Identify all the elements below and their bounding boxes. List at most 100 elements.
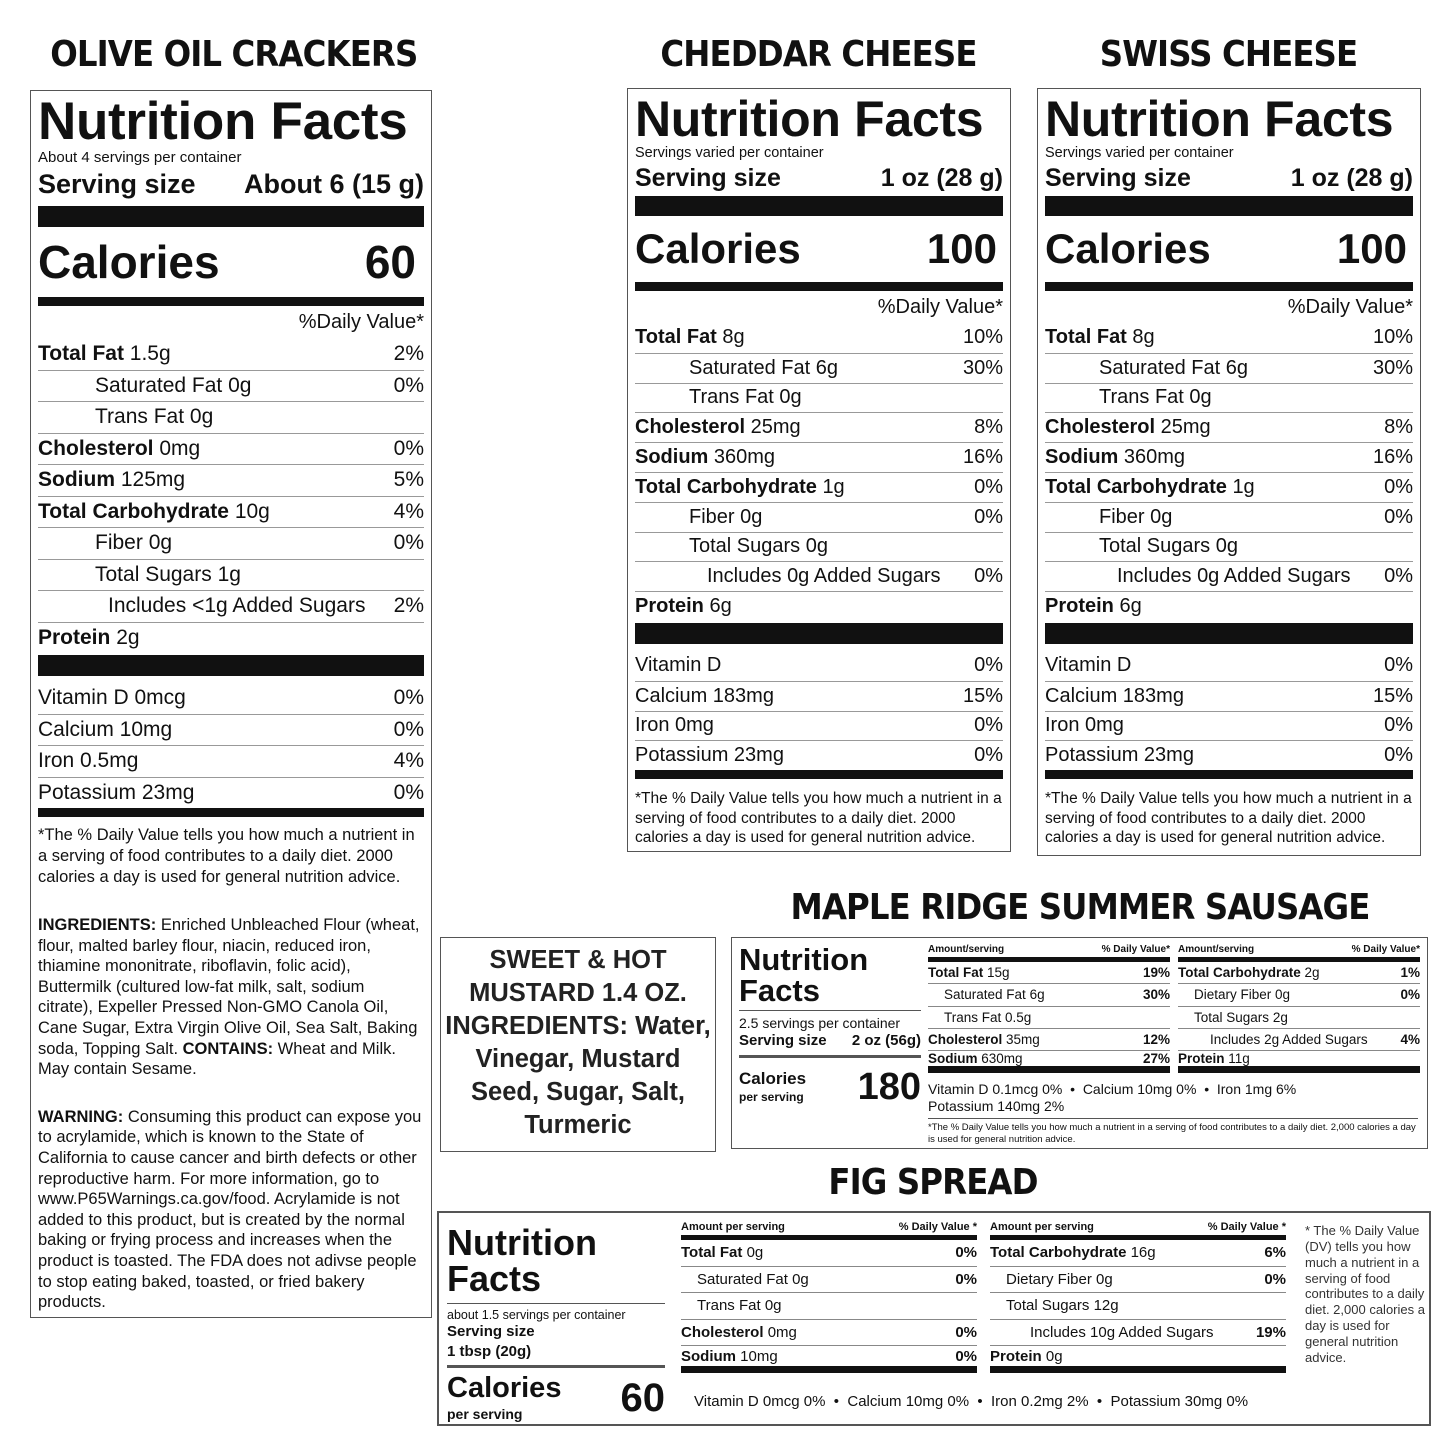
nutrient-row: Protein 6g xyxy=(1045,591,1413,621)
nutrient-name: Total Carbohydrate xyxy=(38,499,229,523)
nutrient-daily-value: 19% xyxy=(1255,1324,1286,1342)
nutrient-text: Sodium 630mg xyxy=(928,1051,1023,1066)
nutrient-text: Total Fat 8g xyxy=(635,326,745,349)
thick-divider xyxy=(38,655,424,676)
nutrient-row: Fiber 0g 0% xyxy=(1045,501,1413,532)
nutrient-amount: 2g xyxy=(1272,1009,1288,1025)
nutrient-amount: 0g xyxy=(189,405,214,429)
nutrient-name: Includes xyxy=(108,594,187,618)
nutrient-text: Total Sugars 12g xyxy=(990,1297,1119,1314)
vitamin-name: Vitamin D xyxy=(1045,654,1132,677)
nutrient-daily-value: 0% xyxy=(955,1324,977,1342)
vitamin-row: Iron 0mg 0% xyxy=(1045,710,1413,741)
nutrient-name: Cholesterol xyxy=(1045,416,1156,439)
serving-size-label: Serving size xyxy=(38,169,196,199)
calories-per-serving: per serving xyxy=(447,1406,523,1423)
nutrient-row: Sodium 360mg 16% xyxy=(635,442,1003,472)
nutrient-name: Total Carbohydrate xyxy=(1178,965,1301,981)
crackers-nutrition-label: Nutrition Facts About 4 servings per cont… xyxy=(30,90,432,1318)
amount-header: Amount/serving xyxy=(1178,944,1255,955)
vitamin-row: Potassium 23mg 0% xyxy=(635,740,1003,770)
serving-size-value: 1 tbsp (20g) xyxy=(447,1342,532,1360)
nutrient-text: Trans Fat 0g xyxy=(635,386,802,409)
nutrient-row: Saturated Fat 6g 30% xyxy=(1045,352,1413,383)
nutrient-column: Amount per serving % Daily Value * Total F… xyxy=(681,1221,977,1373)
column-header: Amount per serving % Daily Value * xyxy=(990,1221,1286,1240)
nutrient-text: Fiber 0g xyxy=(1045,506,1172,529)
serving-size-row: Serving size 2 oz (56g) xyxy=(739,1031,921,1058)
nutrient-text: Cholesterol 0mg xyxy=(38,437,200,461)
nutrient-amount: 35mg xyxy=(1006,1032,1040,1048)
nutrition-heading: Nutrition xyxy=(447,1222,597,1263)
nutrient-daily-value: 4% xyxy=(393,499,424,523)
nutrient-text: Saturated Fat 6g xyxy=(1045,357,1248,380)
cheddar-title: CHEDDAR CHEESE xyxy=(660,34,977,75)
nutrient-name: Total Fat xyxy=(1045,326,1127,349)
calories-label-group: Calories per serving xyxy=(447,1374,561,1423)
vitamin-name: Iron 0mg xyxy=(635,714,714,737)
nutrient-text: Cholesterol 25mg xyxy=(635,416,801,439)
nutrient-row: Includes 10g Added Sugars 19% xyxy=(990,1320,1286,1347)
nutrient-amount: 11g xyxy=(1228,1051,1250,1067)
nutrient-amount: 0g xyxy=(1189,386,1212,409)
vitamin-name: Iron 0mg xyxy=(1045,714,1124,737)
daily-value-footnote: *The % Daily Value tells you how much a … xyxy=(1045,790,1412,847)
column-header: Amount/serving % Daily Value* xyxy=(1178,944,1420,962)
nutrient-text: Sodium 360mg xyxy=(1045,446,1185,469)
nutrient-row: Protein 2g xyxy=(38,621,424,654)
nutrient-text: Total Sugars 1g xyxy=(38,563,241,587)
ingredients-segment: CONTAINS: xyxy=(182,1039,274,1058)
nutrient-amount: 360mg xyxy=(1123,446,1186,469)
nutrient-daily-value: 30% xyxy=(1372,356,1413,379)
nutrient-amount: 0g Added Sugars xyxy=(1197,565,1351,588)
serving-size-row: Serving size 1 oz (28 g) xyxy=(635,161,1003,195)
vitamin-row: Calcium 183mg 15% xyxy=(635,680,1003,711)
nutrient-row: Protein 0g xyxy=(990,1346,1286,1373)
vitamin-row: Calcium 183mg 15% xyxy=(1045,680,1413,711)
swiss-nutrition-label: Nutrition Facts Servings varied per conta… xyxy=(1037,88,1421,856)
nutrient-text: Trans Fat 0.5g xyxy=(928,1010,1031,1025)
nutrient-name: Sodium xyxy=(635,446,709,469)
nutrient-amount: 8g xyxy=(1132,326,1155,349)
nutrient-text: Total Sugars 0g xyxy=(635,535,828,558)
nutrient-text: Includes 0g Added Sugars xyxy=(635,565,941,588)
nutrient-name: Saturated Fat xyxy=(944,987,1026,1003)
daily-value-footnote: *The % Daily Value tells you how much a … xyxy=(635,790,1002,847)
nutrient-row: Cholesterol 25mg 8% xyxy=(1045,412,1413,442)
nutrient-name: Trans Fat xyxy=(95,405,185,429)
nutrient-name: Total Sugars xyxy=(1194,1009,1270,1025)
vitamin-daily-value: 15% xyxy=(962,684,1003,707)
vitamin-list: Vitamin D 0% Calcium 183mg 15% Iron 0mg 0% Pot… xyxy=(1045,651,1413,770)
vitamin-row: Iron 0mg 0% xyxy=(635,710,1003,741)
nutrient-amount: 0g xyxy=(148,531,173,555)
nutrient-text: Saturated Fat 0g xyxy=(38,374,251,398)
nutrient-daily-value: 8% xyxy=(1384,416,1413,439)
fig-nutrition-label: Nutrition Facts about 1.5 servings per con… xyxy=(437,1211,1431,1426)
nutrient-amount: 2g Added Sugars xyxy=(1264,1032,1368,1048)
nutrient-name: Sodium xyxy=(928,1051,978,1067)
vitamin-daily-value: 0% xyxy=(1384,744,1413,767)
nutrient-text: Sodium 125mg xyxy=(38,468,185,492)
vitamin-daily-value: 0% xyxy=(974,744,1003,767)
nutrient-daily-value: 0% xyxy=(955,1347,977,1365)
nutrient-row: Includes 0g Added Sugars 0% xyxy=(635,561,1003,591)
nutrient-name: Saturated Fat xyxy=(95,373,223,397)
nutrient-name: Total Fat xyxy=(681,1244,743,1262)
nutrient-daily-value: 0% xyxy=(1384,475,1413,498)
nutrient-daily-value: 12% xyxy=(1142,1032,1170,1048)
label-left-column: Nutrition Facts 2.5 servings per container… xyxy=(739,938,921,1148)
nutrient-daily-value: 0% xyxy=(1400,987,1420,1003)
thick-divider xyxy=(1045,196,1413,216)
medium-divider xyxy=(635,282,1003,291)
nutrient-name: Includes xyxy=(1030,1324,1086,1342)
daily-value-header: % Daily Value * xyxy=(898,1221,977,1233)
servings-per-container: about 1.5 servings per container xyxy=(447,1308,626,1322)
nutrient-text: Total Fat 8g xyxy=(1045,326,1155,349)
nutrient-name: Total Sugars xyxy=(1006,1297,1090,1315)
nutrient-daily-value: 27% xyxy=(1142,1051,1170,1067)
nutrient-text: Dietary Fiber 0g xyxy=(990,1271,1113,1288)
thick-divider xyxy=(635,622,1003,644)
nutrient-text: Includes 2g Added Sugars xyxy=(1178,1032,1368,1047)
amount-header: Amount/serving xyxy=(928,944,1005,955)
nutrient-name: Total Carbohydrate xyxy=(1045,475,1227,498)
